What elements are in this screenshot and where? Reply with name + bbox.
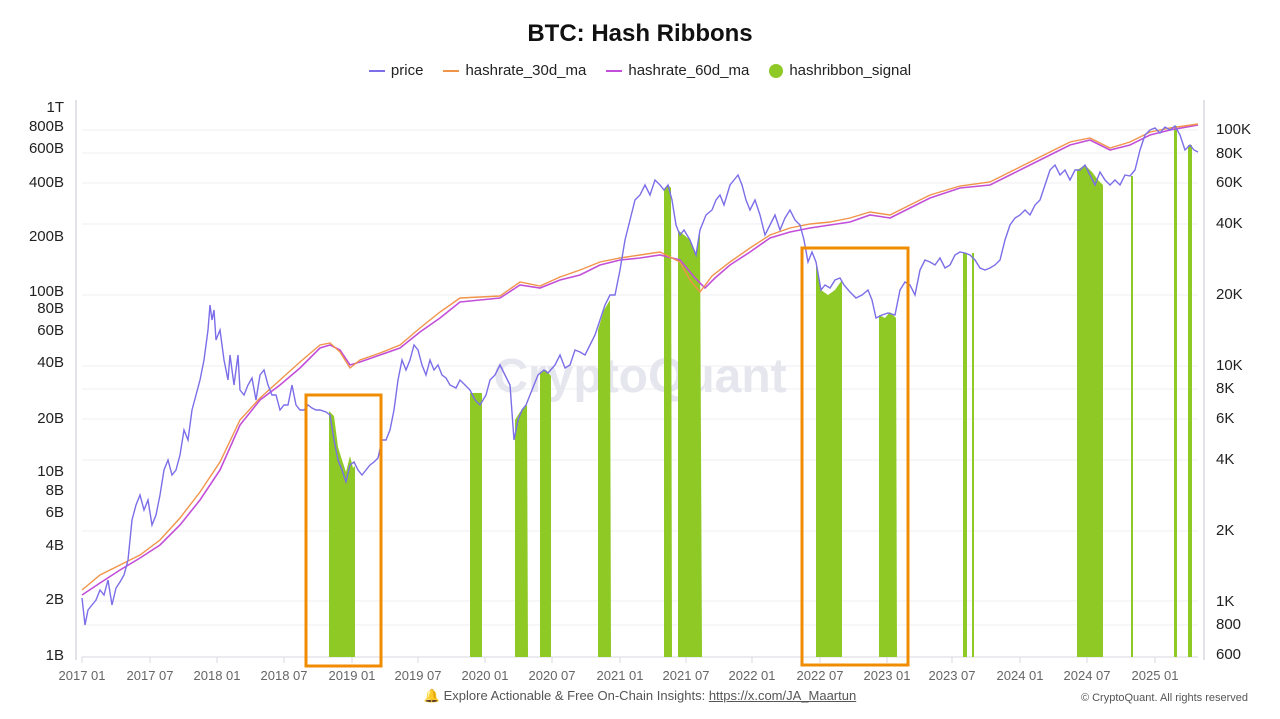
left-axis-label: 200B xyxy=(28,228,64,245)
highlight-box-2022 xyxy=(800,246,910,667)
x-axis-label: 2022 07 xyxy=(796,668,844,683)
left-axis-label: 100B xyxy=(28,283,64,300)
right-axis-label: 40K xyxy=(1216,215,1243,232)
left-axis-label: 8B xyxy=(45,482,64,499)
x-axis-label: 2020 01 xyxy=(461,668,509,683)
right-axis-label: 800 xyxy=(1216,616,1242,633)
left-axis-label: 1T xyxy=(46,99,64,116)
x-axis-label: 2018 07 xyxy=(260,668,308,683)
x-axis-label: 2017 07 xyxy=(126,668,174,683)
x-axis-label: 2021 01 xyxy=(596,668,644,683)
hashribbon-signal-bars xyxy=(329,126,1192,657)
x-axis-label: 2023 07 xyxy=(928,668,976,683)
legend-label: hashribbon_signal xyxy=(789,62,912,79)
right-axis-label: 2K xyxy=(1216,522,1235,539)
left-axis-label: 60B xyxy=(37,322,64,339)
left-axis-label: 10B xyxy=(37,463,64,480)
line-icon xyxy=(368,69,385,72)
x-axis-label: 2024 07 xyxy=(1063,668,1111,683)
highlight-box-2018 xyxy=(304,393,383,668)
chart-legend: price hashrate_30d_ma hashrate_60d_ma ha… xyxy=(0,62,1280,79)
line-icon xyxy=(606,69,623,72)
right-axis-label: 8K xyxy=(1216,380,1235,397)
x-axis-label: 2019 01 xyxy=(328,668,376,683)
legend-item-hashrate-60d[interactable]: hashrate_60d_ma xyxy=(606,62,749,79)
left-axis-label: 600B xyxy=(28,140,64,157)
chart-title: BTC: Hash Ribbons xyxy=(527,20,753,47)
left-axis-label: 1B xyxy=(45,647,64,664)
legend-item-hashribbon-signal[interactable]: hashribbon_signal xyxy=(769,62,911,79)
left-axis-label: 6B xyxy=(45,504,64,521)
legend-item-hashrate-30d[interactable]: hashrate_30d_ma xyxy=(443,62,586,79)
x-axis-label: 2023 01 xyxy=(863,668,911,683)
right-axis-label: 20K xyxy=(1216,286,1243,303)
legend-label: hashrate_60d_ma xyxy=(628,62,750,79)
circle-icon xyxy=(769,63,784,78)
footer: 🔔 Explore Actionable & Free On-Chain Ins… xyxy=(0,688,1280,704)
x-axis-label: 2021 07 xyxy=(662,668,710,683)
legend-item-price[interactable]: price xyxy=(368,62,424,79)
hashrate-30d-line xyxy=(81,123,1199,591)
x-axis-label: 2022 01 xyxy=(728,668,776,683)
line-icon xyxy=(443,69,460,72)
left-axis-label: 20B xyxy=(37,410,64,427)
price-line xyxy=(81,124,1199,626)
right-axis-label: 1K xyxy=(1216,593,1235,610)
right-axis-label: 100K xyxy=(1216,121,1252,138)
left-axis-label: 80B xyxy=(37,300,64,317)
x-axis-label: 2019 07 xyxy=(394,668,442,683)
copyright: © CryptoQuant. All rights reserved xyxy=(1080,692,1248,704)
x-axis-label: 2024 01 xyxy=(996,668,1044,683)
legend-label: hashrate_30d_ma xyxy=(465,62,587,79)
left-axis-label: 2B xyxy=(45,591,64,608)
footer-link[interactable]: https://x.com/JA_Maartun xyxy=(708,688,857,703)
legend-label: price xyxy=(390,62,424,79)
x-axis-label: 2018 01 xyxy=(193,668,241,683)
left-axis-label: 4B xyxy=(45,537,64,554)
right-axis-label: 4K xyxy=(1216,451,1235,468)
x-axis-label: 2020 07 xyxy=(528,668,576,683)
hashrate-60d-line xyxy=(81,124,1199,596)
left-axis-label: 800B xyxy=(28,118,64,135)
left-axis-label: 40B xyxy=(37,354,64,371)
right-axis-label: 60K xyxy=(1216,174,1243,191)
grid-lines xyxy=(82,129,1198,626)
x-axis-label: 2017 01 xyxy=(58,668,106,683)
bell-icon: 🔔 xyxy=(423,688,440,703)
right-axis-label: 10K xyxy=(1216,357,1243,374)
right-axis-label: 80K xyxy=(1216,145,1243,162)
right-axis-label: 600 xyxy=(1216,646,1242,663)
left-axis-label: 400B xyxy=(28,174,64,191)
footer-text: Explore Actionable & Free On-Chain Insig… xyxy=(443,688,706,703)
x-axis-label: 2025 01 xyxy=(1131,668,1179,683)
right-axis-label: 6K xyxy=(1216,410,1235,427)
